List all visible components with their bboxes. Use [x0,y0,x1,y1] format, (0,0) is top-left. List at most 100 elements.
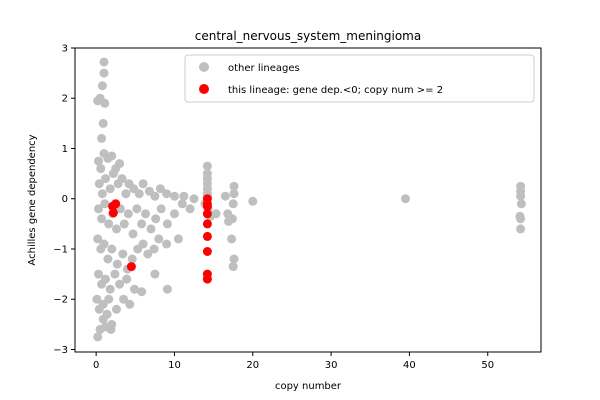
data-point [110,269,120,279]
data-point [156,204,166,214]
data-point [121,189,131,199]
data-point [106,324,116,334]
data-point [141,209,150,219]
data-point [112,224,121,234]
data-point [99,57,109,67]
legend: other lineages this lineage: gene dep.<0… [184,54,535,103]
data-point [227,214,237,224]
data-point [177,199,187,209]
x-tick-label: 50 [481,360,494,371]
data-point [143,249,153,259]
data-point [94,179,104,189]
x-axis-label: copy number [275,381,342,392]
data-point [227,234,237,244]
data-point [108,169,118,179]
data-point [122,274,132,284]
data-point [98,118,108,128]
data-point [170,209,179,219]
data-point [96,164,106,174]
data-point [516,191,526,201]
data-point [154,234,164,244]
data-point [137,287,147,297]
data-point [112,304,121,314]
data-point [229,189,239,199]
data-point [100,98,110,108]
data-point [162,219,172,229]
data-point [92,294,102,304]
data-point [99,68,109,78]
data-point [115,159,125,169]
data-point [211,209,221,219]
chart-title: central_nervous_system_meningioma [195,29,421,43]
data-point [138,239,148,249]
data-point [134,189,144,199]
data-point [112,259,122,269]
data-point [101,274,110,284]
data-point [103,254,113,264]
data-point [149,244,159,254]
data-point [150,191,160,201]
data-point [127,254,137,264]
data-point [202,247,212,256]
data-point [107,151,117,161]
data-point [179,191,189,201]
data-point [101,174,110,184]
data-point [150,269,160,279]
data-point [123,209,133,219]
data-point [115,279,125,289]
data-point [151,214,161,224]
plot-frame [74,47,542,353]
series-other-lineages [92,57,526,342]
y-tick-label: 0 [62,194,68,205]
x-tick-label: 10 [168,360,181,371]
data-point [137,219,147,229]
data-point [162,284,172,294]
data-point [162,239,172,249]
data-point [162,189,172,199]
points-layer [92,57,526,342]
data-point [125,299,135,309]
data-point [93,234,103,244]
y-tick-label: −2 [53,295,68,306]
data-point [189,194,199,204]
data-point [202,231,212,241]
y-tick-label: −1 [53,244,68,255]
data-point [401,194,410,204]
data-point [228,262,238,272]
legend-label-lineage: this lineage: gene dep.<0; copy num >= 2 [228,85,443,96]
data-point [105,284,115,294]
data-point [93,332,103,342]
y-axis-label: Achilles gene dependency [27,134,38,265]
data-point [516,199,526,209]
data-point [202,201,212,211]
data-point [173,234,183,244]
data-point [119,219,129,229]
data-point [248,196,258,206]
data-point [97,81,107,91]
legend-label-other: other lineages [228,63,300,74]
data-point [97,214,107,224]
legend-marker-lineage [199,84,209,94]
x-tick-label: 40 [403,360,416,371]
data-point [98,314,108,324]
data-point [99,239,109,249]
data-point [104,219,114,229]
legend-marker-other [199,62,209,72]
data-point [94,204,103,214]
data-point [155,184,165,194]
x-axis: 0 10 20 30 40 50 [93,352,494,371]
data-point [229,181,239,191]
x-tick-label: 20 [246,360,259,371]
data-point [105,184,115,194]
y-tick-label: 1 [62,144,68,155]
data-point [128,229,138,239]
data-point [516,214,526,224]
data-point [202,161,212,171]
data-point [202,209,212,219]
data-point [117,174,127,184]
legend-box [184,54,535,103]
y-tick-label: −3 [53,345,68,356]
data-point [104,294,114,304]
data-point [118,249,128,259]
